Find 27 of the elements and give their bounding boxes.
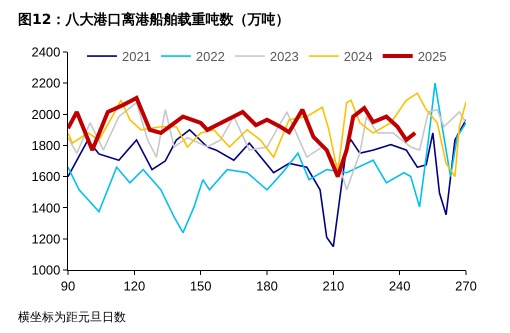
line-series bbox=[68, 102, 466, 191]
line-series bbox=[68, 92, 466, 178]
x-tick-label: 150 bbox=[190, 278, 212, 294]
x-tick-label: 180 bbox=[256, 278, 278, 294]
legend-label: 2022 bbox=[196, 49, 225, 64]
text: 横坐标为距元旦日数 bbox=[18, 310, 126, 324]
x-tick-label: 210 bbox=[322, 278, 344, 294]
chart-title: 图12：八大港口离港船舶载重吨数（万吨） bbox=[18, 11, 290, 28]
y-tick-label: 1000 bbox=[31, 262, 60, 278]
legend-label: 2024 bbox=[344, 49, 373, 64]
y-tick-label: 2200 bbox=[31, 76, 60, 91]
y-tick-label: 1200 bbox=[31, 231, 60, 246]
x-tick-label: 120 bbox=[123, 278, 146, 294]
y-tick-label: 1800 bbox=[31, 138, 60, 153]
line-series bbox=[68, 96, 418, 179]
legend-label: 2025 bbox=[418, 49, 447, 64]
y-tick-label: 2400 bbox=[31, 44, 60, 60]
legend-label: 2023 bbox=[270, 49, 299, 64]
x-tick-label: 270 bbox=[455, 278, 477, 294]
legend-label: 2021 bbox=[122, 49, 151, 64]
line-series bbox=[68, 118, 466, 248]
x-tick-label: 90 bbox=[60, 278, 76, 294]
line-series bbox=[68, 82, 466, 234]
y-tick-label: 1400 bbox=[31, 200, 60, 216]
y-tick-label: 1600 bbox=[31, 169, 60, 184]
y-tick-label: 2000 bbox=[31, 106, 60, 122]
x-tick-label: 240 bbox=[388, 278, 411, 294]
